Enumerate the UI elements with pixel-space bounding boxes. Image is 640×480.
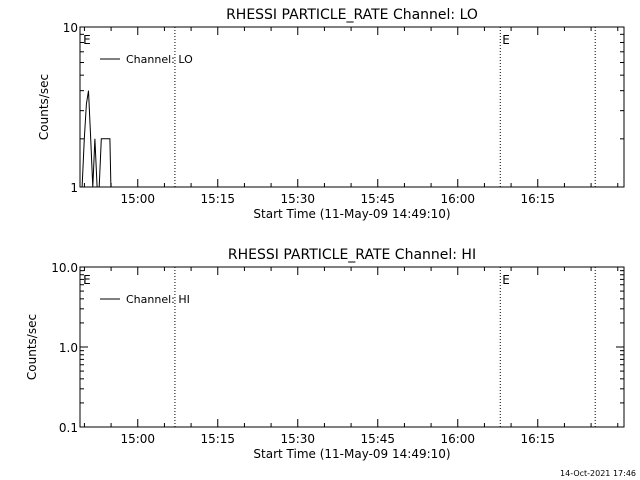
- chart-title: RHESSI PARTICLE_RATE Channel: LO: [226, 7, 478, 23]
- plot-frame: [79, 266, 625, 428]
- x-tick-label: 15:30: [280, 192, 315, 206]
- chart-panel-2: RHESSI PARTICLE_RATE Channel: HI 15:00 15:…: [25, 247, 625, 461]
- plot-frame: [79, 26, 625, 188]
- x-tick-label: 15:00: [120, 432, 155, 446]
- y-tick-label: 1.0: [59, 341, 78, 355]
- x-axis-label: Start Time (11-May-09 14:49:10): [253, 207, 450, 221]
- y-tick-label: 0.1: [59, 421, 78, 435]
- x-tick-label: 16:15: [520, 432, 555, 446]
- chart-title: RHESSI PARTICLE_RATE Channel: HI: [228, 247, 476, 263]
- chart-panel-1: RHESSI PARTICLE_RATE Channel: LO 15:00 15:…: [37, 7, 625, 221]
- x-tick-label: 15:15: [200, 192, 235, 206]
- y-tick-label: 10: [63, 21, 78, 35]
- x-tick-label: 15:45: [360, 192, 395, 206]
- x-tick-label: 16:00: [440, 432, 475, 446]
- y-tick-label: 10.0: [51, 261, 78, 275]
- x-tick-label: 15:30: [280, 432, 315, 446]
- legend-entry: Channel: HI: [126, 293, 190, 306]
- x-tick-label: 16:15: [520, 192, 555, 206]
- event-marker-label: E: [502, 33, 510, 47]
- y-axis-label: Counts/sec: [37, 74, 51, 140]
- event-marker-label: E: [502, 273, 510, 287]
- x-tick-label: 15:00: [120, 192, 155, 206]
- legend-entry: Channel: LO: [126, 53, 193, 66]
- event-marker-label: E: [83, 273, 91, 287]
- footer-timestamp: 14-Oct-2021 17:46: [560, 469, 636, 478]
- x-tick-label: 15:45: [360, 432, 395, 446]
- y-tick-label: 1: [70, 181, 78, 195]
- x-tick-label: 15:15: [200, 432, 235, 446]
- series-line: [81, 90, 112, 188]
- event-marker-label: E: [83, 33, 91, 47]
- x-tick-label: 16:00: [440, 192, 475, 206]
- y-axis-label: Counts/sec: [25, 314, 39, 380]
- x-axis-label: Start Time (11-May-09 14:49:10): [253, 447, 450, 461]
